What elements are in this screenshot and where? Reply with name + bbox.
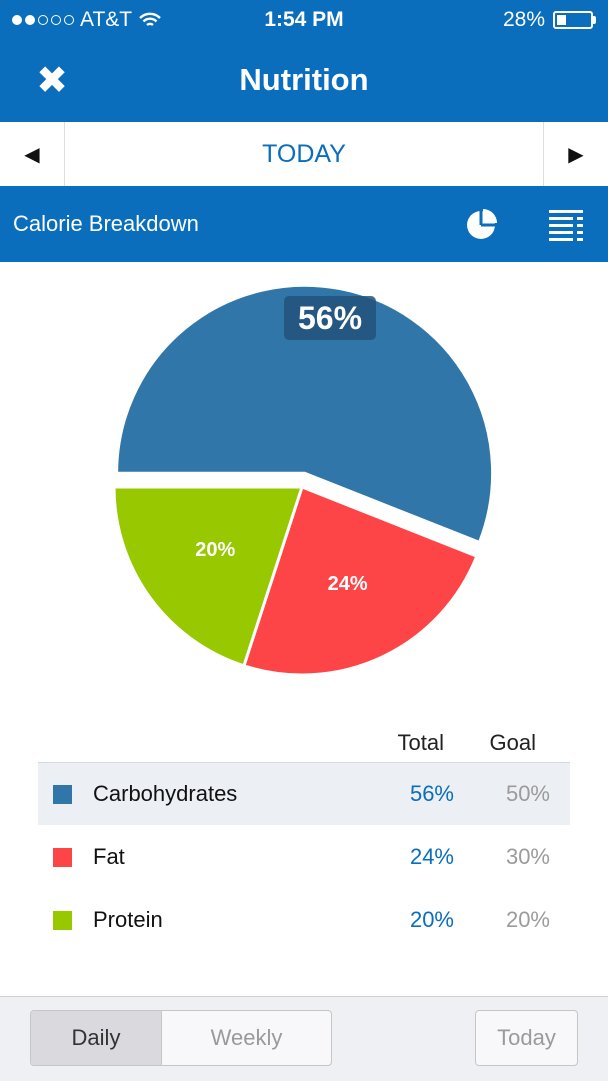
clock: 1:54 PM xyxy=(264,8,344,31)
highlight-label-box xyxy=(284,296,376,340)
pie-slice-fat[interactable] xyxy=(242,485,479,677)
row-goal: 30% xyxy=(505,844,550,869)
previous-day-button[interactable]: ◀ xyxy=(0,122,65,186)
table-row-protein[interactable]: Protein 20% 20% xyxy=(38,888,570,951)
list-icon xyxy=(549,210,583,241)
signal-icon xyxy=(12,15,74,25)
table-row-fat[interactable]: Fat 24% 30% xyxy=(38,825,570,888)
bottom-toolbar: Daily Weekly Today xyxy=(0,996,608,1081)
daily-tab[interactable]: Daily xyxy=(31,1011,162,1065)
next-day-button[interactable]: ▶ xyxy=(543,122,608,186)
row-name: Fat xyxy=(93,844,125,869)
list-view-button[interactable] xyxy=(546,204,586,244)
fat-swatch xyxy=(53,848,72,867)
close-icon: ✖ xyxy=(36,59,68,102)
protein-swatch xyxy=(53,911,72,930)
close-button[interactable]: ✖ xyxy=(30,58,74,102)
pie-label-carbohydrates: 56% xyxy=(298,300,362,336)
carrier-info: AT&T xyxy=(12,8,162,32)
battery-indicator: 28% xyxy=(503,8,596,32)
row-name: Protein xyxy=(93,907,163,932)
table-row-carbohydrates[interactable]: Carbohydrates 56% 50% xyxy=(38,762,570,825)
navigation-bar: ✖ Nutrition xyxy=(0,40,608,122)
row-total: 24% xyxy=(409,844,454,869)
pie-chart-icon xyxy=(467,209,497,239)
row-goal: 50% xyxy=(505,781,550,806)
date-label[interactable]: TODAY xyxy=(262,139,346,168)
date-navigator: ◀ TODAY ▶ xyxy=(0,122,608,187)
triangle-right-icon: ▶ xyxy=(568,143,584,166)
total-column-header: Total xyxy=(397,730,444,755)
today-button[interactable]: Today xyxy=(475,1010,578,1066)
triangle-left-icon: ◀ xyxy=(24,143,40,166)
pie-slice-carbohydrates[interactable] xyxy=(115,283,495,545)
page-title: Nutrition xyxy=(239,62,369,97)
row-total: 56% xyxy=(409,781,454,806)
section-title: Calorie Breakdown xyxy=(13,211,199,236)
nutrient-table: Total Goal Carbohydrates 56% 50% Fat 24%… xyxy=(38,722,570,951)
pie-label-fat: 24% xyxy=(328,573,368,595)
goal-column-header: Goal xyxy=(489,730,536,755)
pie-slice-protein[interactable] xyxy=(112,485,305,668)
status-bar: AT&T 1:54 PM 28% xyxy=(0,0,608,40)
battery-icon xyxy=(553,11,596,29)
row-name: Carbohydrates xyxy=(93,781,238,806)
table-header: Total Goal xyxy=(38,722,570,762)
period-segmented-control: Daily Weekly xyxy=(30,1010,332,1066)
pie-label-protein: 20% xyxy=(195,539,235,561)
weekly-tab[interactable]: Weekly xyxy=(210,1025,283,1050)
section-header: Calorie Breakdown xyxy=(0,186,608,262)
calorie-pie-chart[interactable]: 56% 24% 20% xyxy=(0,262,608,722)
battery-percent: 28% xyxy=(502,8,545,31)
carrier-name: AT&T xyxy=(80,8,133,31)
pie-view-button[interactable] xyxy=(462,204,502,244)
row-total: 20% xyxy=(409,907,454,932)
carbohydrates-swatch xyxy=(53,785,72,804)
wifi-icon xyxy=(139,12,161,27)
row-goal: 20% xyxy=(505,907,550,932)
